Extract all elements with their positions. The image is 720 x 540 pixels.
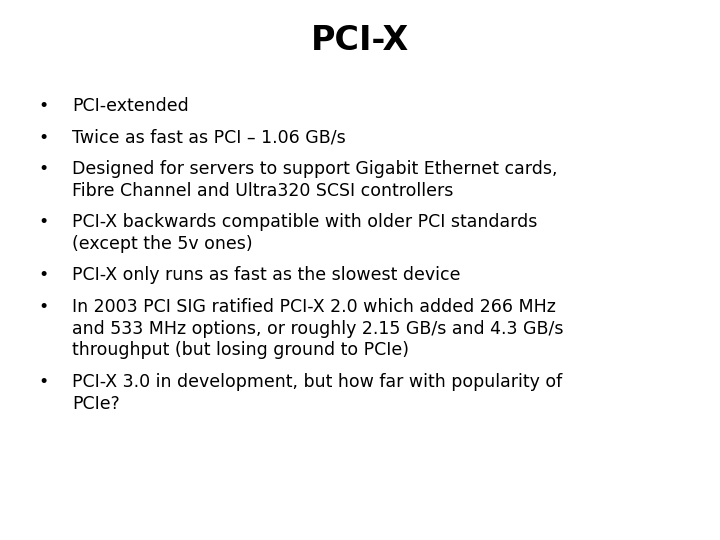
Text: Twice as fast as PCI – 1.06 GB/s: Twice as fast as PCI – 1.06 GB/s xyxy=(72,129,346,147)
Text: PCI-X only runs as fast as the slowest device: PCI-X only runs as fast as the slowest d… xyxy=(72,266,461,285)
Text: PCI-X backwards compatible with older PCI standards: PCI-X backwards compatible with older PC… xyxy=(72,213,537,231)
Text: and 533 MHz options, or roughly 2.15 GB/s and 4.3 GB/s: and 533 MHz options, or roughly 2.15 GB/… xyxy=(72,320,564,338)
Text: •: • xyxy=(38,266,48,285)
Text: •: • xyxy=(38,129,48,147)
Text: •: • xyxy=(38,160,48,178)
Text: throughput (but losing ground to PCIe): throughput (but losing ground to PCIe) xyxy=(72,341,409,359)
Text: •: • xyxy=(38,298,48,316)
Text: (except the 5v ones): (except the 5v ones) xyxy=(72,235,253,253)
Text: Designed for servers to support Gigabit Ethernet cards,: Designed for servers to support Gigabit … xyxy=(72,160,557,178)
Text: Fibre Channel and Ultra320 SCSI controllers: Fibre Channel and Ultra320 SCSI controll… xyxy=(72,182,454,200)
Text: PCI-X 3.0 in development, but how far with popularity of: PCI-X 3.0 in development, but how far wi… xyxy=(72,373,562,391)
Text: •: • xyxy=(38,97,48,115)
Text: In 2003 PCI SIG ratified PCI-X 2.0 which added 266 MHz: In 2003 PCI SIG ratified PCI-X 2.0 which… xyxy=(72,298,556,316)
Text: PCI-extended: PCI-extended xyxy=(72,97,189,115)
Text: •: • xyxy=(38,373,48,391)
Text: PCI-X: PCI-X xyxy=(311,24,409,57)
Text: •: • xyxy=(38,213,48,231)
Text: PCIe?: PCIe? xyxy=(72,395,120,413)
